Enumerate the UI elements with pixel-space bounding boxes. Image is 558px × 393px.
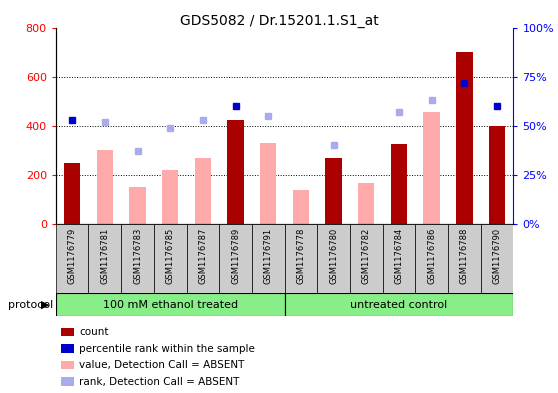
Text: GSM1176786: GSM1176786 bbox=[427, 228, 436, 284]
Text: GSM1176778: GSM1176778 bbox=[296, 228, 305, 284]
Text: GSM1176788: GSM1176788 bbox=[460, 228, 469, 284]
Text: GSM1176787: GSM1176787 bbox=[199, 228, 208, 284]
Text: GSM1176781: GSM1176781 bbox=[100, 228, 109, 284]
Bar bbox=[456, 52, 473, 224]
Text: GDS5082 / Dr.15201.1.S1_at: GDS5082 / Dr.15201.1.S1_at bbox=[180, 14, 378, 28]
Bar bbox=[162, 170, 179, 224]
Text: GSM1176785: GSM1176785 bbox=[166, 228, 175, 284]
Text: GSM1176784: GSM1176784 bbox=[395, 228, 403, 284]
Bar bbox=[219, 224, 252, 293]
Text: protocol: protocol bbox=[8, 299, 54, 310]
Text: untreated control: untreated control bbox=[350, 299, 448, 310]
Text: 100 mM ethanol treated: 100 mM ethanol treated bbox=[103, 299, 238, 310]
Text: GSM1176780: GSM1176780 bbox=[329, 228, 338, 284]
Bar bbox=[228, 119, 244, 224]
Text: count: count bbox=[79, 327, 109, 337]
Bar bbox=[121, 224, 154, 293]
Bar bbox=[480, 224, 513, 293]
Text: GSM1176789: GSM1176789 bbox=[231, 228, 240, 284]
Bar bbox=[260, 143, 276, 224]
Bar bbox=[448, 224, 480, 293]
Text: value, Detection Call = ABSENT: value, Detection Call = ABSENT bbox=[79, 360, 244, 370]
Text: percentile rank within the sample: percentile rank within the sample bbox=[79, 343, 255, 354]
Bar bbox=[424, 112, 440, 224]
Bar bbox=[252, 224, 285, 293]
Bar bbox=[56, 224, 89, 293]
Text: rank, Detection Call = ABSENT: rank, Detection Call = ABSENT bbox=[79, 376, 239, 387]
Bar bbox=[415, 224, 448, 293]
Text: GSM1176782: GSM1176782 bbox=[362, 228, 371, 284]
Bar bbox=[285, 224, 318, 293]
Text: ▶: ▶ bbox=[41, 299, 49, 310]
Bar bbox=[195, 158, 211, 224]
Bar bbox=[56, 293, 285, 316]
Bar bbox=[285, 293, 513, 316]
Bar bbox=[64, 163, 80, 224]
Bar bbox=[97, 150, 113, 224]
Bar bbox=[318, 224, 350, 293]
Text: GSM1176791: GSM1176791 bbox=[264, 228, 273, 284]
Text: GSM1176783: GSM1176783 bbox=[133, 228, 142, 284]
Bar bbox=[383, 224, 415, 293]
Bar bbox=[391, 144, 407, 224]
Bar bbox=[129, 187, 146, 224]
Bar bbox=[154, 224, 186, 293]
Bar bbox=[489, 126, 505, 224]
Bar bbox=[89, 224, 121, 293]
Text: GSM1176779: GSM1176779 bbox=[68, 228, 76, 284]
Bar bbox=[358, 184, 374, 224]
Text: GSM1176790: GSM1176790 bbox=[493, 228, 502, 284]
Bar bbox=[293, 189, 309, 224]
Bar bbox=[325, 158, 341, 224]
Bar bbox=[186, 224, 219, 293]
Bar bbox=[350, 224, 383, 293]
